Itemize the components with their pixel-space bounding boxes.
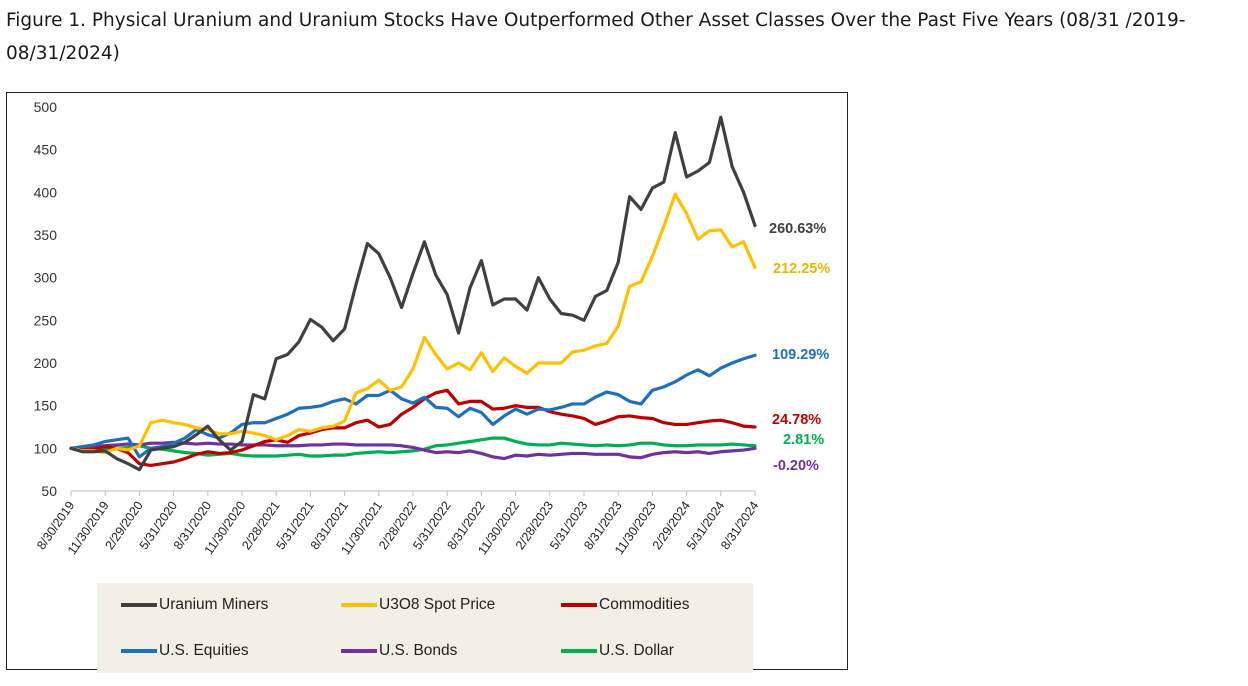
series-line-u3o8-spot-price xyxy=(69,192,757,455)
y-tick-label: 200 xyxy=(34,355,58,371)
legend-swatch-commodities xyxy=(561,603,597,607)
legend-item-uranium-miners: Uranium Miners xyxy=(121,596,268,614)
y-tick-label: 300 xyxy=(34,270,58,286)
y-tick-label: 150 xyxy=(34,398,58,414)
y-tick-label: 500 xyxy=(34,99,58,115)
legend-swatch-us-equities xyxy=(121,649,157,653)
legend-swatch-uranium-miners xyxy=(121,603,157,607)
y-tick-label: 450 xyxy=(34,142,58,158)
chart-frame: 500 450 400 350 300 250 200 150 100 50 8/30/2019 11… xyxy=(6,92,848,673)
legend-label: U.S. Bonds xyxy=(379,642,458,659)
series-line-u-s-dollar xyxy=(69,436,757,458)
end-value-label: 260.63% xyxy=(769,221,826,237)
end-value-label: 212.25% xyxy=(773,261,830,277)
legend-label: U3O8 Spot Price xyxy=(379,596,496,613)
y-tick-label: 50 xyxy=(41,483,57,499)
legend-item-us-bonds: U.S. Bonds xyxy=(341,642,457,660)
series-line-u-s-equities xyxy=(69,353,757,459)
legend-label: Uranium Miners xyxy=(159,596,269,613)
legend: Uranium Miners U3O8 Spot Price Commoditi… xyxy=(97,583,753,673)
series-line-commodities xyxy=(69,388,757,467)
legend-swatch-us-bonds xyxy=(341,649,377,653)
legend-item-commodities: Commodities xyxy=(561,596,689,614)
legend-label: Commodities xyxy=(599,596,690,613)
series-line-uranium-miners xyxy=(69,115,757,472)
legend-swatch-u3o8-spot-price xyxy=(341,603,377,607)
figure-title: Figure 1. Physical Uranium and Uranium S… xyxy=(6,10,1186,64)
end-value-label: 24.78% xyxy=(772,412,821,428)
end-value-label: 109.29% xyxy=(772,347,829,363)
y-tick-label: 350 xyxy=(34,227,58,243)
legend-item-us-dollar: U.S. Dollar xyxy=(561,642,674,660)
end-value-label: 2.81% xyxy=(783,432,824,448)
legend-swatch-us-dollar xyxy=(561,649,597,653)
line-chart: 500450400350300250200150100508/30/201911… xyxy=(34,99,831,557)
y-tick-label: 250 xyxy=(34,312,58,328)
legend-item-us-equities: U.S. Equities xyxy=(121,642,249,660)
legend-label: U.S. Equities xyxy=(159,642,249,659)
legend-item-u3o8-spot-price: U3O8 Spot Price xyxy=(341,596,495,614)
y-tick-label: 400 xyxy=(34,184,58,200)
y-tick-label: 100 xyxy=(34,440,58,456)
legend-label: U.S. Dollar xyxy=(599,642,674,659)
end-value-label: -0.20% xyxy=(773,458,819,474)
